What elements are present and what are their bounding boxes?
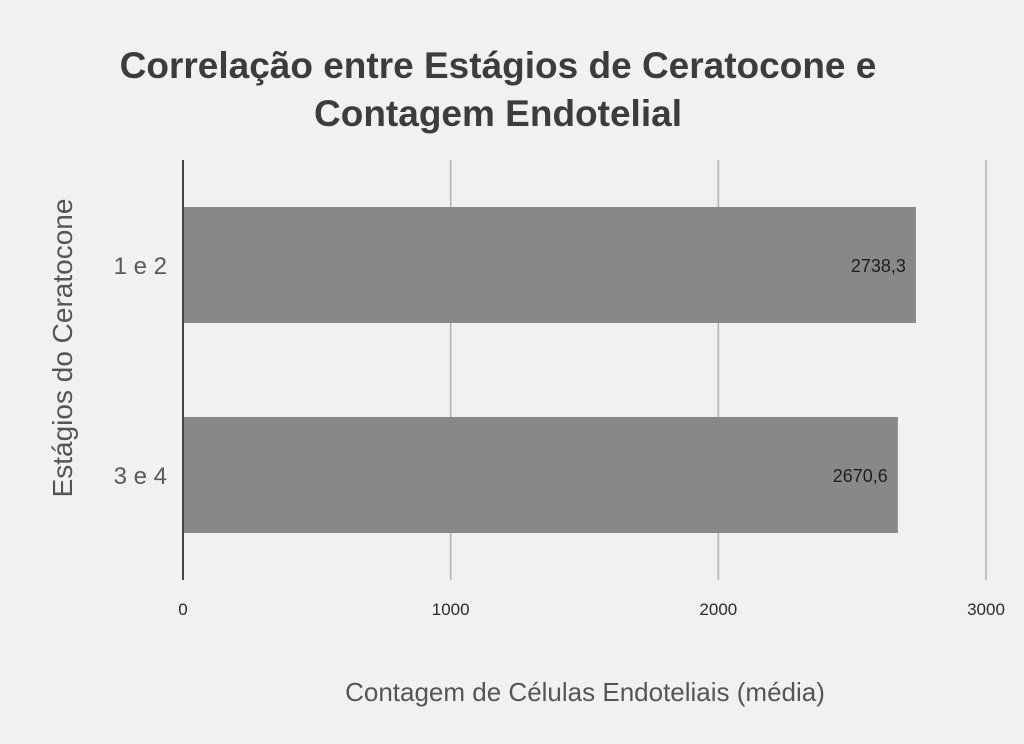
x-axis-label: Contagem de Células Endoteliais (média) <box>345 677 825 707</box>
chart-title-line-1: Correlação entre Estágios de Ceratocone … <box>120 45 877 86</box>
labels: 0 1000 2000 3000 2738,3 1 e 2 2670,6 3 e 4 <box>114 253 1005 619</box>
bars <box>183 207 916 533</box>
x-tick-label-2: 2000 <box>699 600 737 619</box>
category-label-1: 3 e 4 <box>114 463 167 490</box>
data-label-1: 2670,6 <box>833 466 888 486</box>
x-tick-label-3: 3000 <box>967 600 1005 619</box>
chart-title-line-2: Contagem Endotelial <box>314 93 682 134</box>
bar-0 <box>183 207 916 323</box>
x-tick-label-0: 0 <box>178 600 187 619</box>
category-label-0: 1 e 2 <box>114 253 167 280</box>
data-label-0: 2738,3 <box>851 256 906 276</box>
y-axis-label: Estágios do Ceratocone <box>47 199 78 498</box>
x-tick-label-1: 1000 <box>432 600 470 619</box>
bar-1 <box>183 417 898 533</box>
